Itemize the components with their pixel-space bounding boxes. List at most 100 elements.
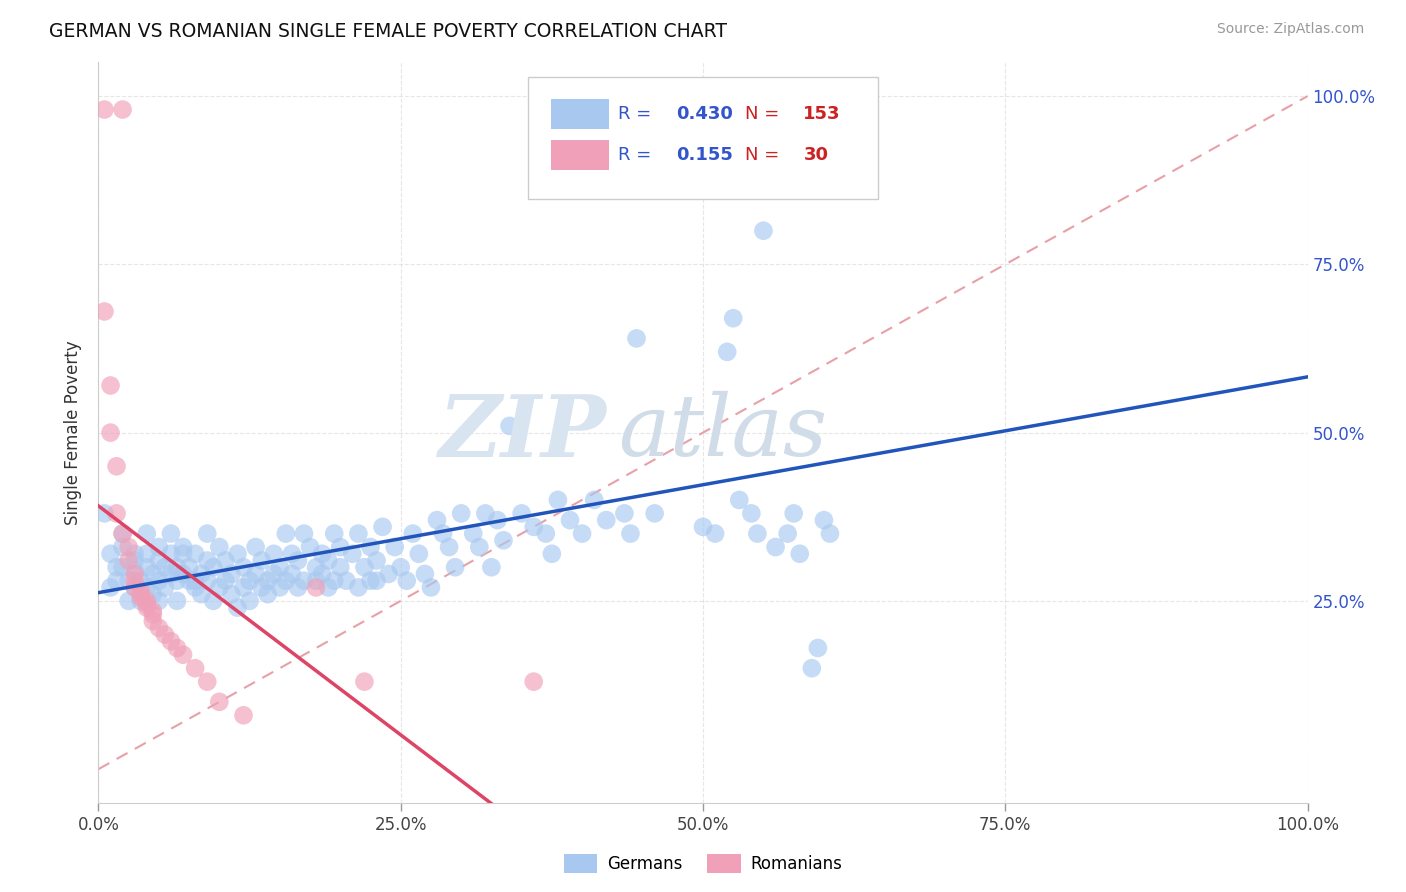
Point [100,425,122,440]
Point [263,547,285,561]
Point [498,418,520,433]
Point [347,526,370,541]
Point [214,574,236,588]
Point [195,526,218,541]
Point [135,597,157,611]
Point [172,540,194,554]
Text: N =: N = [745,105,786,123]
Point [160,566,183,581]
Point [195,574,218,588]
FancyBboxPatch shape [551,99,609,129]
Point [413,566,436,581]
Point [221,566,243,581]
Point [190,587,212,601]
Point [558,513,581,527]
Point [93,507,115,521]
Text: 30: 30 [803,146,828,164]
Point [124,547,146,561]
Point [111,526,134,541]
Point [142,614,165,628]
Point [93,103,115,117]
Point [135,560,157,574]
Point [534,526,557,541]
Point [208,695,231,709]
Y-axis label: Single Female Poverty: Single Female Poverty [65,341,83,524]
Point [740,507,762,521]
Point [353,560,375,574]
Point [311,547,333,561]
Point [540,547,562,561]
Point [160,547,183,561]
Point [118,540,141,554]
Point [214,553,236,567]
Point [124,581,146,595]
Point [818,526,841,541]
Point [486,513,509,527]
Point [323,526,346,541]
Point [124,553,146,567]
Point [105,574,128,588]
Point [105,560,128,574]
Point [613,507,636,521]
Point [450,507,472,521]
Point [135,526,157,541]
Point [389,560,412,574]
Point [129,591,152,605]
Point [481,560,503,574]
FancyBboxPatch shape [551,140,609,169]
Point [360,574,382,588]
Point [172,648,194,662]
Point [153,581,176,595]
Point [100,547,122,561]
Point [129,583,152,598]
Point [105,507,128,521]
Point [124,574,146,588]
Point [93,304,115,318]
Point [523,520,546,534]
Point [716,344,738,359]
Point [723,311,745,326]
Text: R =: R = [619,105,658,123]
Point [342,547,364,561]
Point [274,574,297,588]
Point [239,594,262,608]
Point [142,607,165,622]
Point [474,507,496,521]
Point [160,526,183,541]
Point [184,661,207,675]
Point [269,560,291,574]
Point [384,540,406,554]
Point [160,634,183,648]
Point [281,547,304,561]
Point [129,587,152,601]
Point [184,547,207,561]
Text: 0.430: 0.430 [676,105,734,123]
Point [166,640,188,655]
Point [111,540,134,554]
Point [377,566,399,581]
Point [118,594,141,608]
Point [135,600,157,615]
Text: 0.155: 0.155 [676,146,734,164]
Point [195,674,218,689]
FancyBboxPatch shape [527,78,879,200]
Point [523,674,546,689]
Point [232,581,254,595]
Point [395,574,418,588]
Point [402,526,425,541]
Point [547,492,569,507]
Point [752,224,775,238]
Point [208,581,231,595]
Point [510,507,533,521]
Point [148,553,170,567]
Point [831,103,853,117]
Point [747,526,769,541]
Point [305,560,328,574]
Text: 153: 153 [803,105,841,123]
Point [221,587,243,601]
Point [135,594,157,608]
Point [148,540,170,554]
Point [118,574,141,588]
Point [100,581,122,595]
Point [232,708,254,723]
